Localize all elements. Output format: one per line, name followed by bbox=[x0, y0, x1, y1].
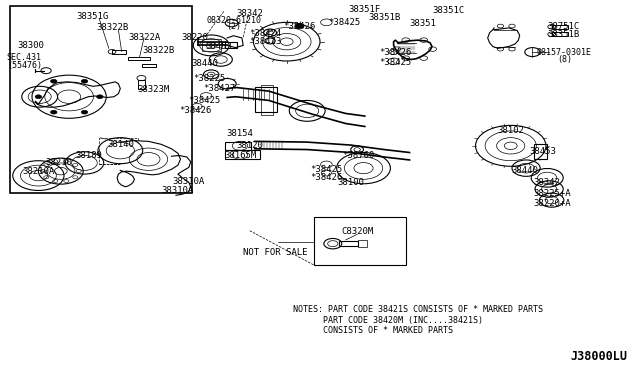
Text: *38425: *38425 bbox=[380, 58, 412, 67]
Text: *38225: *38225 bbox=[193, 74, 225, 83]
Text: 38210: 38210 bbox=[45, 158, 72, 167]
Text: 38351F: 38351F bbox=[349, 5, 381, 14]
Bar bbox=[552, 32, 568, 36]
Text: 38322B: 38322B bbox=[96, 23, 128, 32]
Bar bbox=[225, 42, 237, 48]
Bar bbox=[138, 80, 145, 89]
Text: 38310A: 38310A bbox=[162, 186, 194, 195]
Text: 38342: 38342 bbox=[534, 178, 561, 187]
Text: 38300: 38300 bbox=[17, 41, 44, 50]
Circle shape bbox=[51, 110, 57, 114]
Text: 38140: 38140 bbox=[107, 140, 134, 149]
Circle shape bbox=[81, 110, 88, 114]
Bar bbox=[128, 57, 150, 60]
Text: C8320M: C8320M bbox=[341, 227, 373, 236]
Text: 38440: 38440 bbox=[191, 60, 218, 68]
Text: 38322A: 38322A bbox=[128, 33, 160, 42]
Text: (2): (2) bbox=[226, 22, 241, 31]
Text: *38423: *38423 bbox=[250, 37, 282, 46]
Text: PART CODE 38420M (INC....38421S): PART CODE 38420M (INC....38421S) bbox=[293, 316, 483, 325]
Text: 38310A: 38310A bbox=[173, 177, 205, 186]
Text: 38165M: 38165M bbox=[224, 151, 256, 160]
Bar bbox=[99, 138, 138, 164]
Circle shape bbox=[97, 95, 103, 99]
Text: *38427: *38427 bbox=[203, 84, 235, 93]
Bar bbox=[142, 64, 156, 67]
Text: *38424: *38424 bbox=[250, 29, 282, 38]
Text: *38426: *38426 bbox=[380, 48, 412, 57]
Text: 38220: 38220 bbox=[182, 33, 209, 42]
Text: SEC.431: SEC.431 bbox=[7, 53, 42, 62]
Text: 38100: 38100 bbox=[337, 178, 364, 187]
Text: 38189: 38189 bbox=[75, 151, 102, 160]
Text: (8): (8) bbox=[557, 55, 572, 64]
Bar bbox=[261, 85, 273, 115]
Bar bbox=[202, 39, 221, 51]
Text: 38120: 38120 bbox=[236, 141, 263, 150]
Circle shape bbox=[81, 79, 88, 83]
Bar bbox=[225, 142, 251, 150]
Text: *38425: *38425 bbox=[189, 96, 221, 105]
Bar bbox=[10, 6, 192, 193]
Text: 38453: 38453 bbox=[205, 42, 232, 51]
Bar bbox=[225, 150, 260, 159]
Text: 38351B: 38351B bbox=[368, 13, 400, 22]
Text: 38342: 38342 bbox=[236, 9, 263, 17]
Text: *38425: *38425 bbox=[310, 165, 342, 174]
Bar bbox=[552, 25, 568, 29]
Bar bbox=[314, 217, 406, 265]
Text: NOT FOR SALE: NOT FOR SALE bbox=[243, 248, 307, 257]
Bar bbox=[112, 50, 126, 54]
Text: 38225+A: 38225+A bbox=[533, 189, 570, 198]
Text: 08320-61210: 08320-61210 bbox=[206, 16, 261, 25]
Text: 38351G: 38351G bbox=[77, 12, 109, 21]
Circle shape bbox=[51, 79, 57, 83]
Text: *38760: *38760 bbox=[342, 151, 374, 160]
Circle shape bbox=[295, 23, 304, 29]
Text: *38425: *38425 bbox=[328, 18, 360, 27]
Text: 08157-0301E: 08157-0301E bbox=[537, 48, 592, 57]
Text: *38426: *38426 bbox=[179, 106, 211, 115]
Text: 38210A: 38210A bbox=[22, 167, 54, 176]
Bar bbox=[255, 87, 277, 112]
Text: *38426: *38426 bbox=[284, 22, 316, 31]
Text: (55476): (55476) bbox=[7, 61, 42, 70]
Text: 38220+A: 38220+A bbox=[533, 199, 570, 208]
Text: 38351C: 38351C bbox=[432, 6, 464, 15]
Text: *38426: *38426 bbox=[310, 173, 342, 182]
Text: 38323M: 38323M bbox=[138, 85, 170, 94]
Circle shape bbox=[35, 95, 42, 99]
Text: J38000LU: J38000LU bbox=[570, 350, 627, 363]
Bar bbox=[339, 241, 358, 246]
Bar bbox=[358, 240, 367, 247]
Text: 38154: 38154 bbox=[227, 129, 253, 138]
Text: 38322B: 38322B bbox=[143, 46, 175, 55]
Polygon shape bbox=[117, 141, 180, 187]
Text: 38351B: 38351B bbox=[547, 30, 579, 39]
Text: 38751C: 38751C bbox=[547, 22, 579, 31]
Text: 38440: 38440 bbox=[511, 166, 538, 175]
Text: CONSISTS OF * MARKED PARTS: CONSISTS OF * MARKED PARTS bbox=[293, 326, 453, 335]
Text: 38102: 38102 bbox=[497, 126, 524, 135]
Text: 38453: 38453 bbox=[529, 147, 556, 156]
Text: NOTES: PART CODE 38421S CONSISTS OF * MARKED PARTS: NOTES: PART CODE 38421S CONSISTS OF * MA… bbox=[293, 305, 543, 314]
Bar bbox=[534, 144, 547, 159]
Text: 38351: 38351 bbox=[409, 19, 436, 28]
